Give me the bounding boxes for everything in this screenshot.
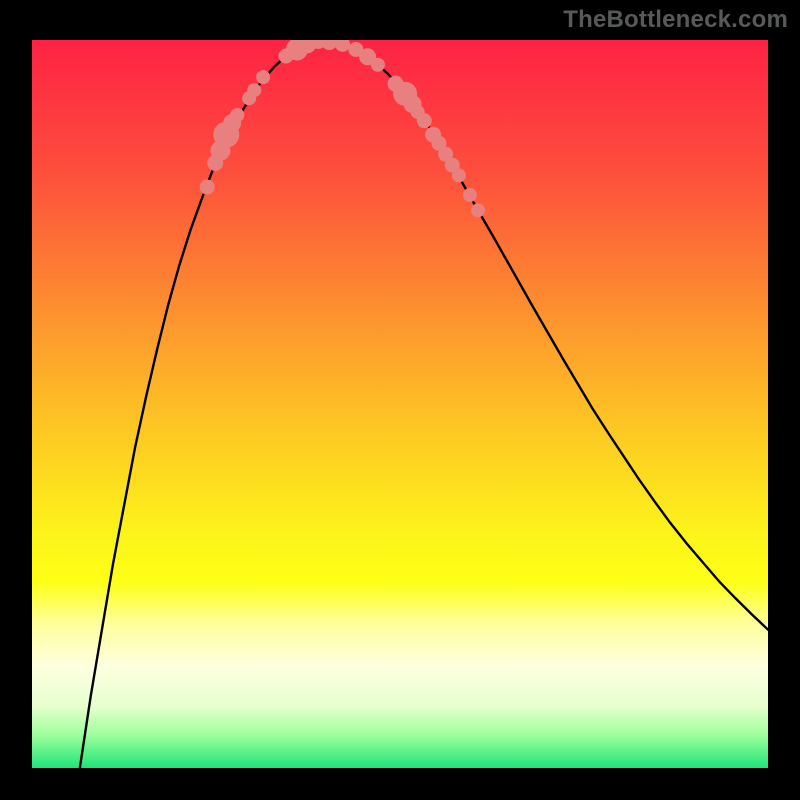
- frame-border-right: [768, 0, 800, 800]
- curve-marker: [200, 180, 215, 195]
- curve-marker: [247, 83, 261, 97]
- curve-marker: [371, 58, 385, 72]
- frame-border-bottom: [0, 768, 800, 800]
- watermark-text: TheBottleneck.com: [563, 6, 788, 34]
- curve-marker: [230, 108, 244, 122]
- curve-marker: [452, 168, 466, 182]
- frame-border-left: [0, 0, 32, 800]
- curve-marker: [463, 188, 477, 202]
- gradient-background: [32, 40, 768, 768]
- curve-marker: [256, 70, 270, 84]
- curve-marker: [417, 113, 432, 128]
- curve-marker: [471, 203, 485, 217]
- bottleneck-chart: [32, 40, 768, 768]
